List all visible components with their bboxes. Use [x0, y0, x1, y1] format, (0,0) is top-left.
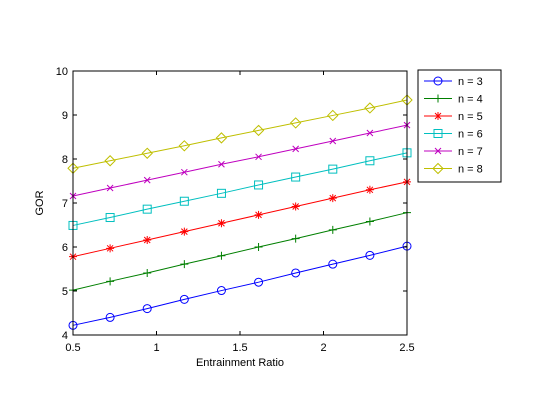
y-tick-label: 7: [62, 198, 68, 210]
x-tick-label: 1: [153, 342, 159, 354]
legend-item: n = 6: [424, 129, 483, 141]
series-1: [68, 241, 412, 330]
y-axis-label: GOR: [34, 190, 46, 215]
legend-label: n = 4: [458, 94, 483, 106]
series-3-point: [291, 202, 300, 211]
series-4-point: [142, 204, 152, 214]
series-5-point: [143, 176, 151, 184]
legend-swatch-marker: [434, 112, 442, 120]
series-4-line: [72, 152, 408, 226]
legend-swatch-marker: [433, 129, 443, 138]
legend-item: n = 4: [424, 94, 483, 106]
x-tick-label: 0.5: [65, 342, 80, 354]
series-4-point: [328, 164, 338, 174]
y-axis: 4 5 6 7 8 9 10: [56, 66, 407, 342]
series-1-point: [328, 259, 338, 269]
series-1-point: [179, 294, 189, 304]
series-6-point: [215, 132, 228, 144]
legend-box: [417, 69, 502, 183]
series-2-point: [291, 234, 300, 243]
y-tick-label: 5: [62, 286, 68, 298]
series-4: [68, 148, 412, 230]
series-3-point: [180, 227, 189, 236]
series-5-point: [366, 129, 374, 137]
legend-label: n = 3: [458, 76, 483, 88]
series-2-line: [72, 212, 408, 291]
x-tick-label: 1.5: [232, 342, 247, 354]
legend-item: n = 5: [424, 111, 483, 123]
series-2-point: [106, 277, 115, 286]
legend-label: n = 8: [458, 164, 483, 176]
series-5-point: [180, 168, 188, 176]
y-tick-label: 6: [62, 242, 68, 254]
series-2-point: [328, 225, 337, 234]
series-4-point: [179, 196, 189, 206]
plot-area: [73, 71, 407, 335]
series-4-point: [216, 188, 226, 198]
series-1-point: [142, 304, 152, 314]
series-4-point: [105, 213, 115, 223]
series-5-point: [106, 184, 114, 192]
series-1-line: [72, 245, 408, 326]
series-1-point: [216, 286, 226, 296]
series-6-point: [141, 147, 153, 159]
series-3-point: [217, 219, 226, 228]
legend-swatch-marker: [434, 147, 442, 155]
legend-label: n = 5: [458, 111, 483, 123]
x-tick-label: 2: [320, 342, 326, 354]
series-3-point: [328, 194, 337, 203]
series-1-point: [291, 268, 301, 278]
legend-label: n = 6: [458, 129, 483, 141]
series-6-point: [252, 124, 265, 137]
legend-swatch-marker: [432, 162, 444, 175]
series-2-point: [143, 268, 152, 277]
series-3: [69, 177, 411, 261]
series-5-point: [218, 160, 225, 168]
series-5-point: [255, 153, 262, 161]
legend-swatch-marker: [434, 94, 442, 103]
series-1-point: [254, 277, 264, 287]
series-4-point: [365, 156, 375, 166]
series-2-point: [254, 243, 263, 251]
series-4-point: [254, 180, 264, 190]
series-6: [67, 94, 413, 174]
series-2-point: [217, 251, 226, 260]
legend-item: n = 8: [424, 162, 483, 176]
series-5-point: [292, 145, 300, 153]
x-tick-label: 2.5: [399, 342, 414, 354]
series-6-point: [104, 155, 116, 167]
legend-swatch-marker: [433, 76, 443, 86]
y-tick-label: 8: [62, 154, 68, 166]
y-tick-label: 10: [56, 66, 68, 78]
series-1-point: [365, 250, 375, 260]
legend: n = 3 n = 4 n = 5 n = 6 n = 7 n = 8: [417, 69, 502, 183]
x-axis-label: Entrainment Ratio: [196, 357, 284, 369]
series-6-point: [327, 109, 339, 122]
y-tick-label: 4: [62, 330, 68, 342]
legend-item: n = 3: [424, 76, 483, 88]
series-6-point: [364, 102, 376, 114]
series-3-point: [143, 235, 152, 244]
series-2-point: [365, 217, 374, 226]
series-6-point: [178, 140, 191, 152]
series-6-point: [289, 117, 302, 129]
series-3-point: [106, 244, 115, 253]
series-3-point: [365, 185, 374, 194]
series-3-point: [254, 210, 263, 219]
series-6-line: [72, 99, 408, 169]
series-1-point: [105, 312, 115, 322]
series-2-point: [180, 260, 189, 269]
y-tick-label: 9: [62, 110, 68, 122]
series-4-point: [291, 172, 301, 182]
legend-label: n = 7: [458, 146, 483, 158]
legend-item: n = 7: [424, 146, 483, 158]
series-5-line: [72, 124, 408, 197]
series-3-line: [72, 181, 408, 258]
series-5-point: [329, 137, 337, 145]
x-axis: 0.5 1 1.5 2 2.5: [65, 71, 415, 354]
